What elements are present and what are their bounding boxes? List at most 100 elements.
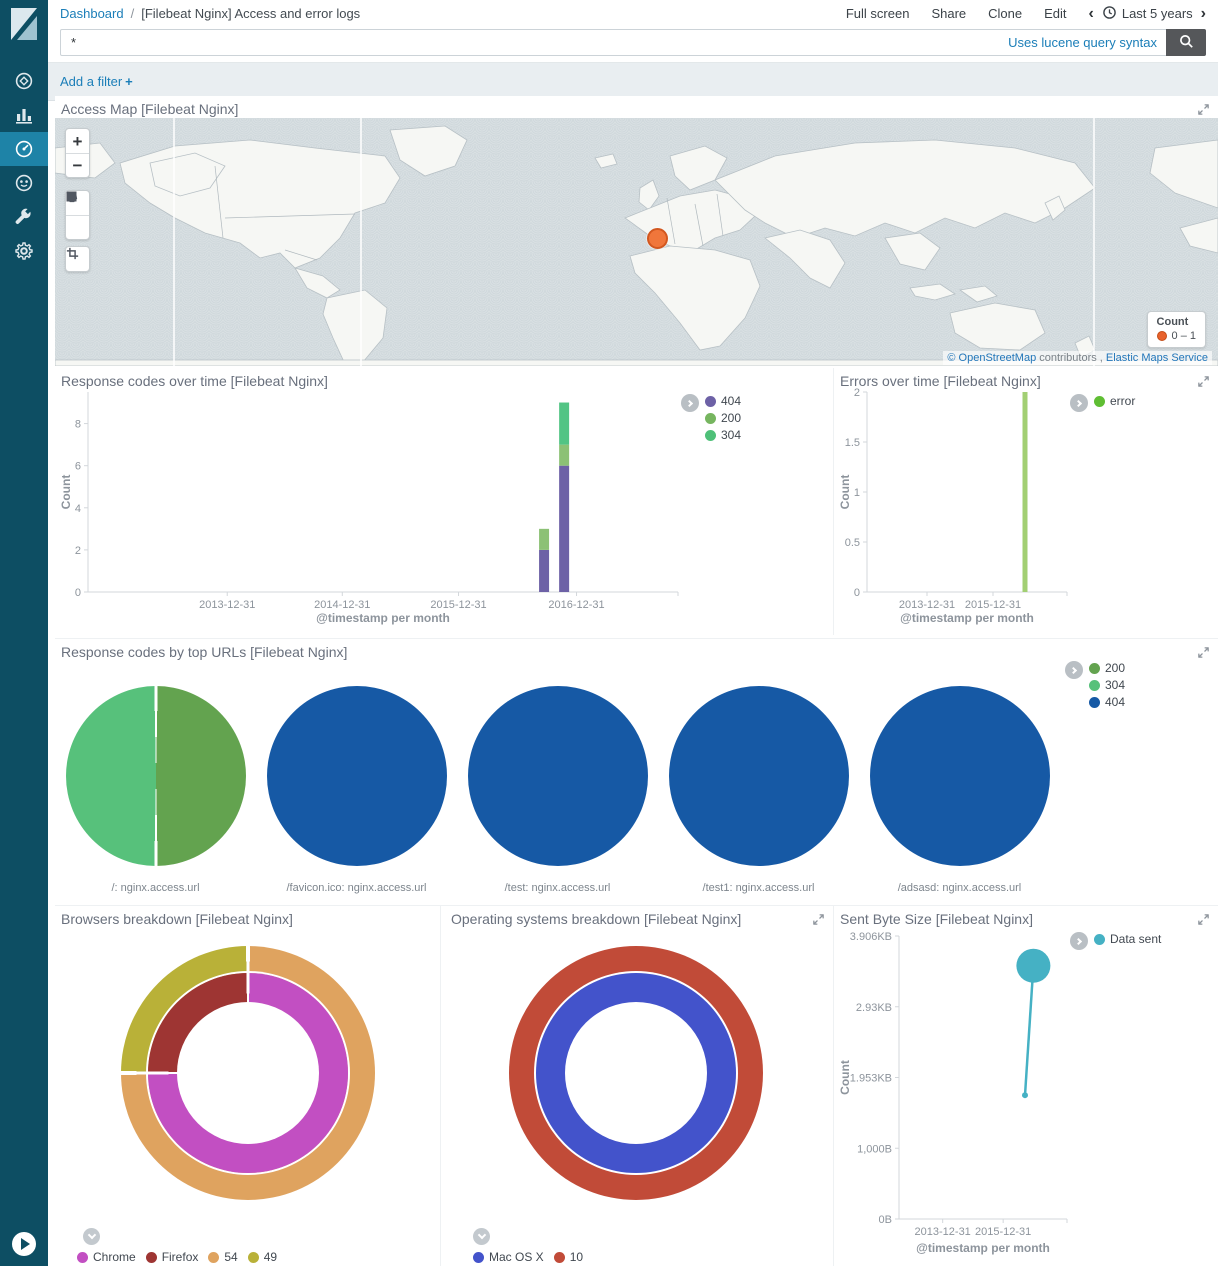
- legend-collapse-button[interactable]: [83, 1228, 100, 1245]
- pie-chart[interactable]: [467, 686, 648, 866]
- panel-title: Response codes by top URLs [Filebeat Ngi…: [61, 644, 348, 660]
- pie-chart[interactable]: [266, 686, 447, 866]
- legend-item-error[interactable]: error: [1094, 394, 1135, 408]
- add-filter-button[interactable]: Add a filter +: [60, 74, 133, 89]
- pie-chart[interactable]: [668, 686, 849, 866]
- svg-text:1: 1: [854, 487, 860, 499]
- legend-label: 200: [721, 411, 742, 425]
- pie-chart[interactable]: [65, 686, 246, 866]
- full-screen-button[interactable]: Full screen: [845, 6, 910, 21]
- expand-icon[interactable]: [1197, 646, 1210, 664]
- time-next-button[interactable]: ›: [1200, 4, 1206, 22]
- compass-icon: [12, 69, 36, 93]
- crop-icon: [66, 247, 79, 260]
- legend-toggle-button[interactable]: [681, 394, 699, 412]
- expand-icon[interactable]: [1197, 375, 1210, 393]
- legend-item-10[interactable]: 10: [553, 1250, 583, 1264]
- panel-errors: Errors over time [Filebeat Nginx] 0 0.5 1 1…: [833, 368, 1218, 635]
- draw-rectangle-button[interactable]: [66, 191, 89, 239]
- expand-icon[interactable]: [812, 913, 825, 931]
- sidebar-item-discover[interactable]: [0, 64, 48, 98]
- clone-button[interactable]: Clone: [988, 6, 1023, 21]
- legend-item-404[interactable]: 404: [1089, 695, 1125, 709]
- legend-dot-icon: [1094, 933, 1105, 945]
- sent-bytes-chart[interactable]: 3.906KB 2.93KB 1.953KB 1,000B 0B 2013-12-31 20…: [837, 930, 1217, 1265]
- legend-toggle-button[interactable]: [1070, 932, 1088, 950]
- legend-toggle-button[interactable]: [1065, 661, 1083, 679]
- browsers-donut-chart[interactable]: [121, 946, 375, 1200]
- legend-item-Chrome[interactable]: Chrome: [77, 1250, 136, 1264]
- time-range-label: Last 5 years: [1121, 6, 1193, 21]
- svg-text:3.906KB: 3.906KB: [850, 931, 892, 943]
- legend-item-54[interactable]: 54: [208, 1250, 238, 1264]
- search-button[interactable]: [1166, 29, 1206, 56]
- breadcrumb: Dashboard / [Filebeat Nginx] Access and …: [60, 6, 360, 21]
- top-navbar: Dashboard / [Filebeat Nginx] Access and …: [48, 0, 1218, 27]
- legend-dot-icon: [553, 1251, 565, 1263]
- sidebar-item-timelion[interactable]: [0, 166, 48, 200]
- expand-icon[interactable]: [1197, 913, 1210, 931]
- openstreetmap-link[interactable]: © OpenStreetMap: [947, 352, 1037, 364]
- panel-title: Response codes over time [Filebeat Nginx…: [61, 373, 328, 389]
- time-prev-button[interactable]: ‹: [1088, 4, 1094, 22]
- logo-shape: [17, 16, 37, 40]
- pie-chart-wrap: /test1: nginx.access.url: [658, 686, 859, 894]
- svg-text:2: 2: [75, 545, 81, 557]
- pie-chart[interactable]: [869, 686, 1050, 866]
- legend-item-304[interactable]: 304: [705, 428, 741, 442]
- legend-item-200[interactable]: 200: [705, 411, 741, 425]
- response-codes-chart[interactable]: 0 2 4 6 8 2013-12-31 2014-12-31 2015-12-31 2016-…: [58, 388, 718, 635]
- world-map[interactable]: + − Count 0 – 1: [55, 118, 1218, 366]
- elastic-maps-link[interactable]: Elastic Maps Service: [1105, 352, 1208, 364]
- kibana-logo[interactable]: [0, 0, 48, 48]
- sidebar-item-dev-tools[interactable]: [0, 200, 48, 234]
- errors-chart[interactable]: 0 0.5 1 1.5 2 2013-12-31 2015-12-31 Count @times…: [837, 387, 1217, 635]
- legend-toggle-button[interactable]: [1070, 394, 1088, 412]
- sidebar-item-visualize[interactable]: [0, 98, 48, 132]
- fit-bounds-button[interactable]: [66, 247, 89, 271]
- pie-chart-wrap: /adsasd: nginx.access.url: [859, 686, 1060, 894]
- legend-item-304[interactable]: 304: [1089, 678, 1125, 692]
- svg-text:0: 0: [75, 587, 81, 599]
- legend-item-49[interactable]: 49: [247, 1250, 278, 1264]
- panel-title: Operating systems breakdown [Filebeat Ng…: [451, 911, 742, 927]
- breadcrumb-dashboard-link[interactable]: Dashboard: [60, 6, 124, 21]
- sidebar-item-dashboard[interactable]: [0, 132, 48, 166]
- square-icon: [66, 191, 77, 202]
- lucene-syntax-link[interactable]: Uses lucene query syntax: [1008, 35, 1157, 50]
- legend-collapse-button[interactable]: [473, 1228, 490, 1245]
- svg-text:2016-12-31: 2016-12-31: [548, 599, 604, 611]
- legend-label: 49: [263, 1250, 278, 1264]
- time-range-button[interactable]: Last 5 years: [1102, 5, 1193, 23]
- share-button[interactable]: Share: [931, 6, 967, 21]
- sidebar-item-management[interactable]: [0, 234, 48, 268]
- legend-item-200[interactable]: 200: [1089, 661, 1125, 675]
- legend-dot-icon: [247, 1251, 259, 1263]
- legend-dot-icon: [145, 1251, 157, 1263]
- pie-label: /test1: nginx.access.url: [702, 882, 815, 894]
- legend-item-Data sent[interactable]: Data sent: [1094, 932, 1161, 946]
- legend-item-404[interactable]: 404: [705, 394, 741, 408]
- chart-legend: 404 200 304: [681, 394, 741, 442]
- legend-item-Mac OS X[interactable]: Mac OS X: [473, 1250, 544, 1264]
- svg-text:2014-12-31: 2014-12-31: [314, 599, 370, 611]
- pie-label: /: nginx.access.url: [111, 882, 200, 894]
- svg-text:0: 0: [854, 587, 860, 599]
- zoom-in-button[interactable]: +: [72, 131, 83, 151]
- search-query-input[interactable]: [61, 35, 1009, 50]
- svg-text:8: 8: [75, 419, 81, 431]
- legend-dot-icon: [705, 395, 716, 407]
- legend-item-Firefox[interactable]: Firefox: [145, 1250, 198, 1264]
- collapse-sidebar-button[interactable]: [12, 1232, 36, 1256]
- legend-dot-icon: [1089, 696, 1100, 708]
- pie-label: /test: nginx.access.url: [504, 882, 611, 894]
- geo-point-marker[interactable]: [647, 228, 668, 249]
- legend-label: 200: [1105, 661, 1126, 675]
- bar-chart-icon: [12, 103, 36, 127]
- os-donut-chart[interactable]: [509, 946, 763, 1200]
- zoom-out-button[interactable]: −: [66, 153, 89, 177]
- edit-button[interactable]: Edit: [1044, 6, 1067, 21]
- chart-legend: 200 304 404: [1065, 661, 1125, 709]
- expand-icon[interactable]: [1197, 103, 1210, 121]
- panel-os: Operating systems breakdown [Filebeat Ng…: [440, 905, 833, 1266]
